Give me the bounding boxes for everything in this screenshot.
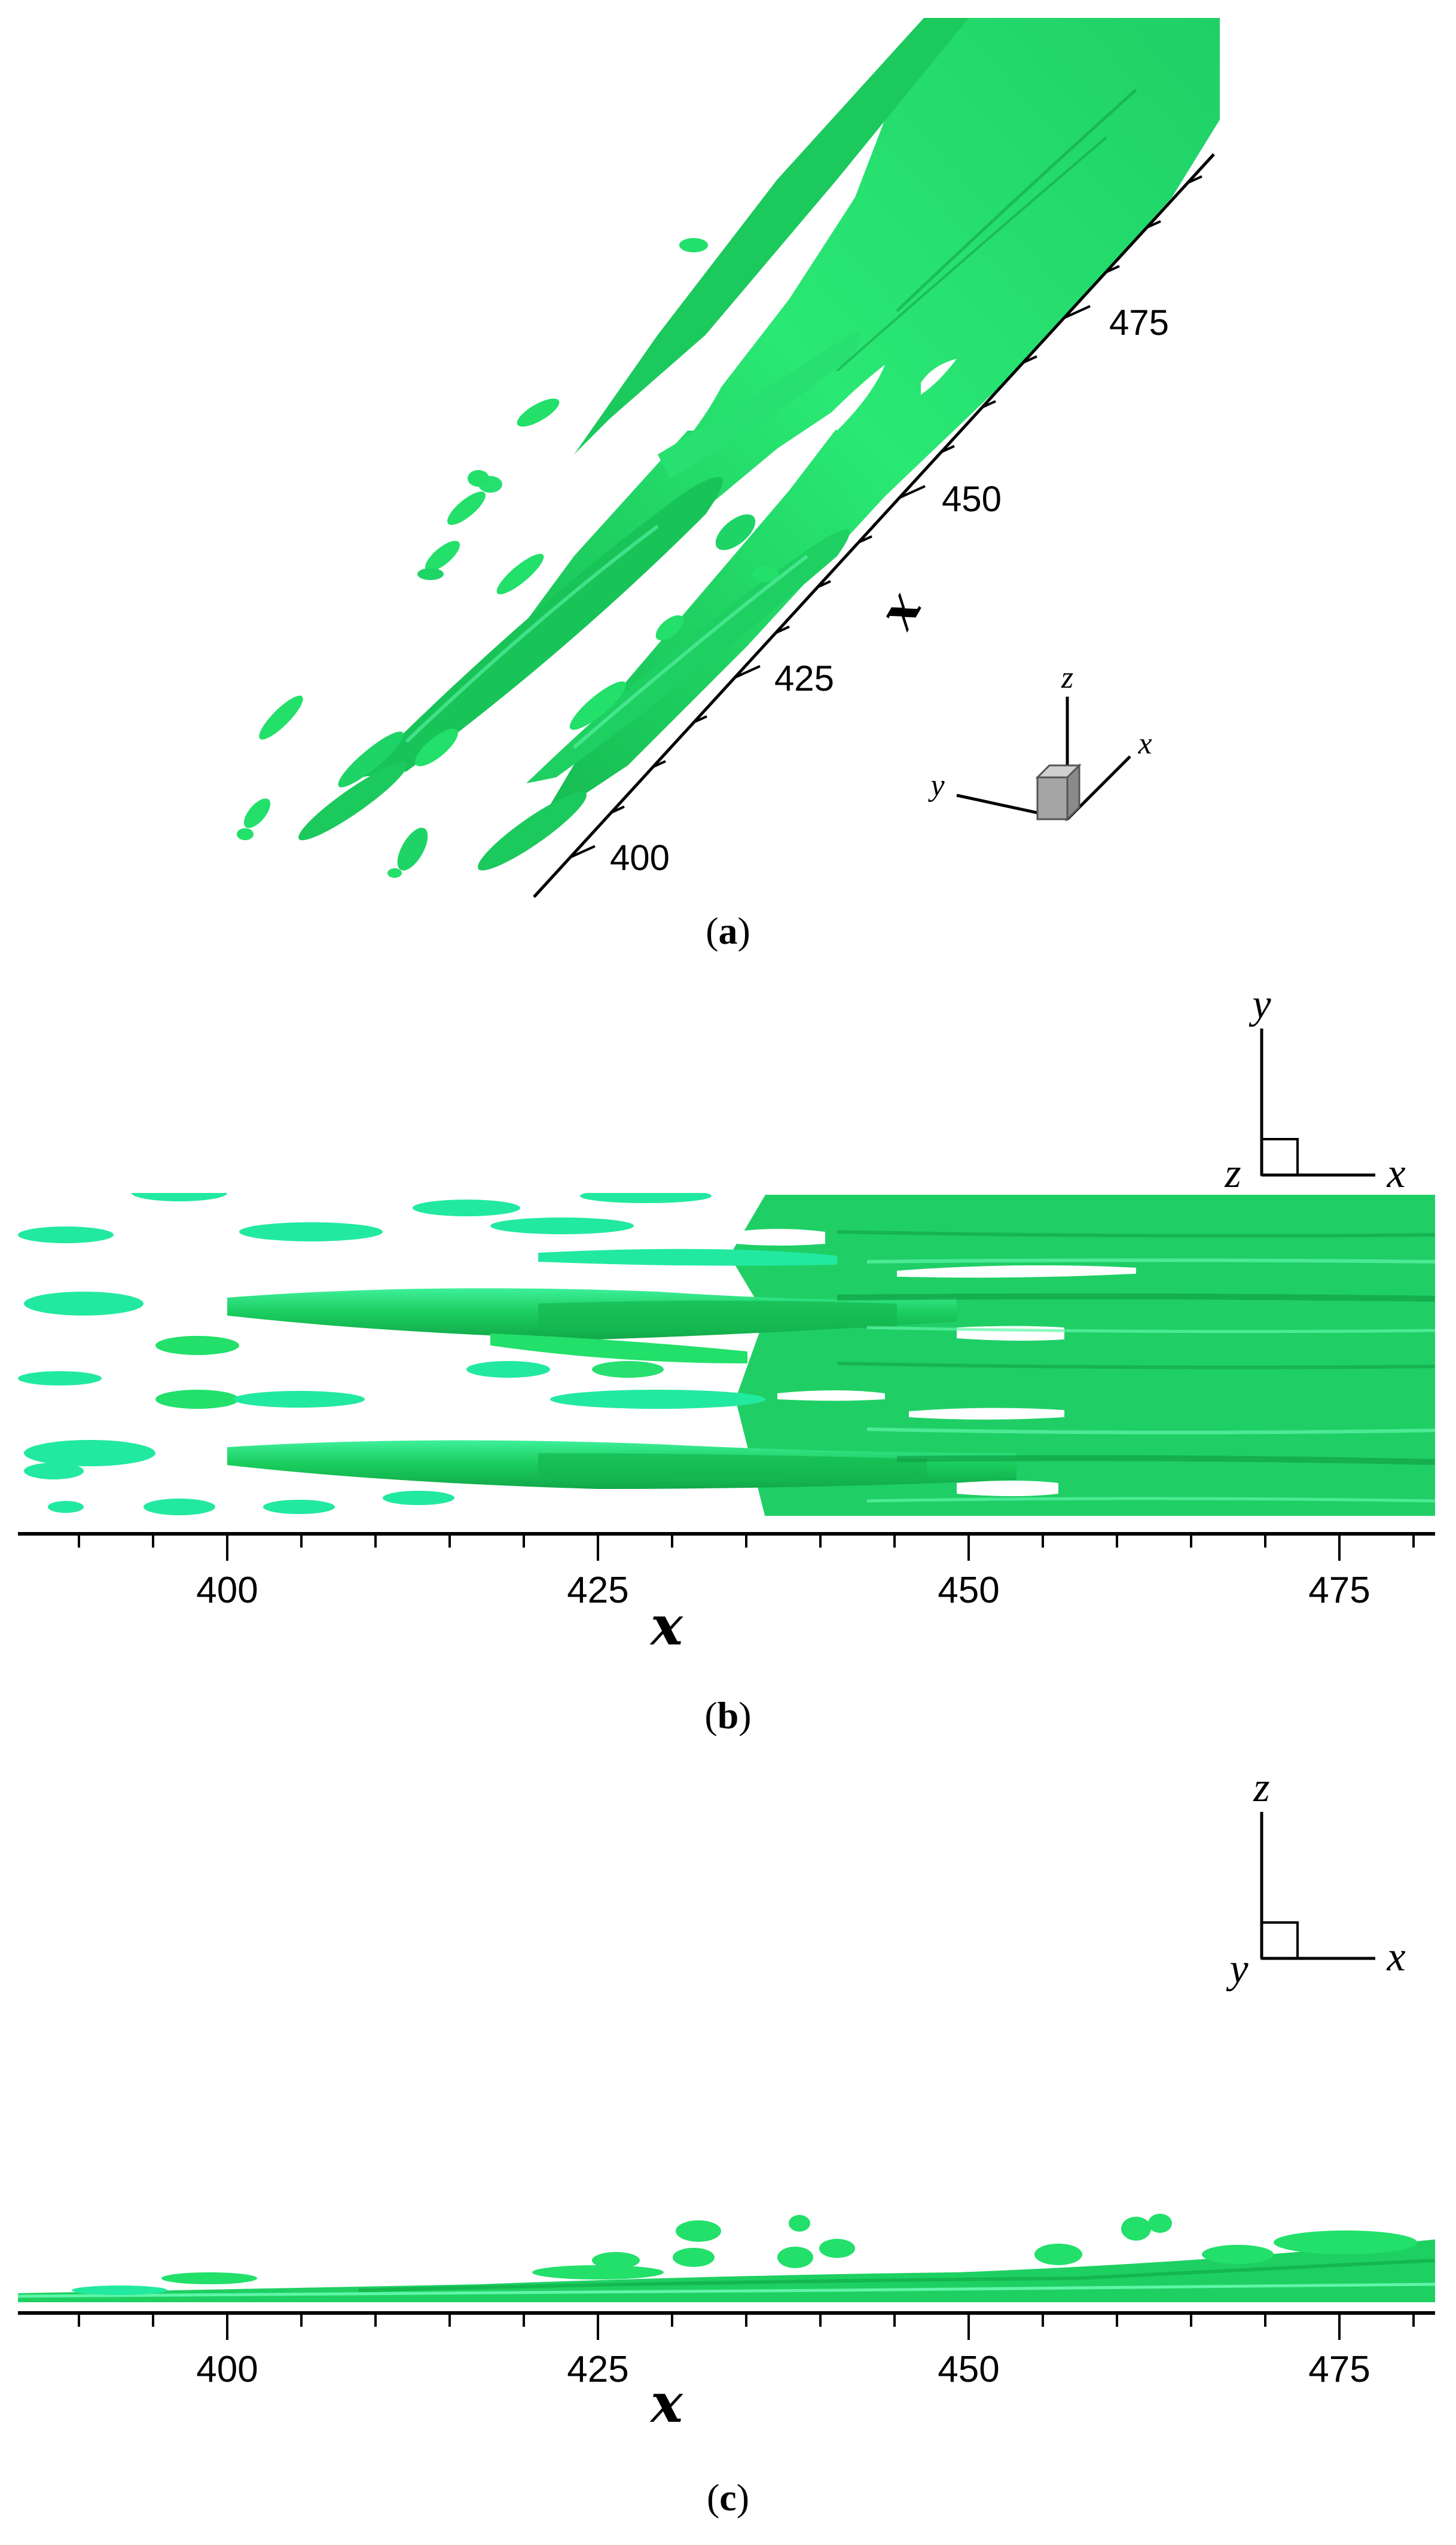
panel-c-figure: z y x	[17, 1765, 1436, 2435]
triad-top-y-label: y	[1249, 981, 1271, 1027]
panel-a: 400 425 450 475 x z y x	[0, 0, 1456, 981]
x-axis-3d-ticks	[569, 175, 1202, 859]
caption-a: (a)	[706, 910, 750, 952]
x-axis-top-title: x	[649, 1594, 683, 1658]
x-axis-side-tick-label: 450	[938, 2349, 999, 2390]
x-axis-3d-tick-label: 475	[1109, 303, 1169, 343]
x-axis-side-ticks	[78, 2313, 1415, 2340]
x-axis-3d-title: x	[866, 582, 933, 639]
isosurface-side	[17, 2214, 1436, 2302]
x-axis-side-tick-label: 425	[567, 2349, 628, 2390]
x-axis-top-tick-label: 400	[196, 1570, 258, 1611]
panel-b-figure: y z x	[18, 981, 1435, 1658]
x-axis-top: 400 425 450 475 x	[18, 1532, 1435, 1658]
x-axis-top-ticks	[78, 1534, 1415, 1561]
triad-top-x-label: x	[1386, 1151, 1405, 1197]
x-axis-3d-tick-label: 450	[942, 479, 1002, 519]
panel-a-figure: 400 425 450 475 x z y x	[237, 18, 1220, 898]
x-axis-top-tick-label: 475	[1308, 1570, 1370, 1611]
caption-c: (c)	[706, 2476, 750, 2519]
triad-top-z-label: z	[1224, 1151, 1241, 1197]
x-axis-3d: 400 425 450 475 x	[533, 153, 1215, 898]
triad-side-z-label: z	[1253, 1765, 1269, 1811]
axis-triad-3d: z y x	[927, 661, 1152, 822]
x-axis-top-tick-label: 425	[567, 1570, 628, 1611]
x-axis-side-tick-label: 400	[196, 2349, 258, 2390]
panel-c: z y x	[0, 1764, 1456, 2542]
x-axis-top-tick-label: 450	[938, 1570, 999, 1611]
triad-y-label: y	[927, 768, 945, 802]
x-axis-3d-tick-label: 425	[774, 658, 834, 698]
x-axis-side-title: x	[649, 2372, 683, 2435]
x-axis-side-tick-label: 475	[1308, 2349, 1370, 2390]
triad-x-label: x	[1137, 727, 1152, 761]
caption-b: (b)	[704, 1694, 752, 1737]
axis-triad-side: z y x	[1226, 1765, 1405, 1992]
triad-cube	[1035, 763, 1082, 822]
triad-z-label: z	[1061, 661, 1073, 695]
axis-triad-top: y z x	[1224, 981, 1405, 1197]
isosurface-top	[18, 1193, 1435, 1516]
x-axis-3d-tick-label: 400	[610, 838, 670, 878]
triad-side-y-label: y	[1226, 1946, 1249, 1992]
panel-b: y z x	[0, 981, 1456, 1764]
x-axis-side: 400 425 450 475 x	[18, 2311, 1435, 2435]
isosurface-3d	[237, 18, 1220, 878]
triad-side-x-label: x	[1386, 1934, 1405, 1980]
